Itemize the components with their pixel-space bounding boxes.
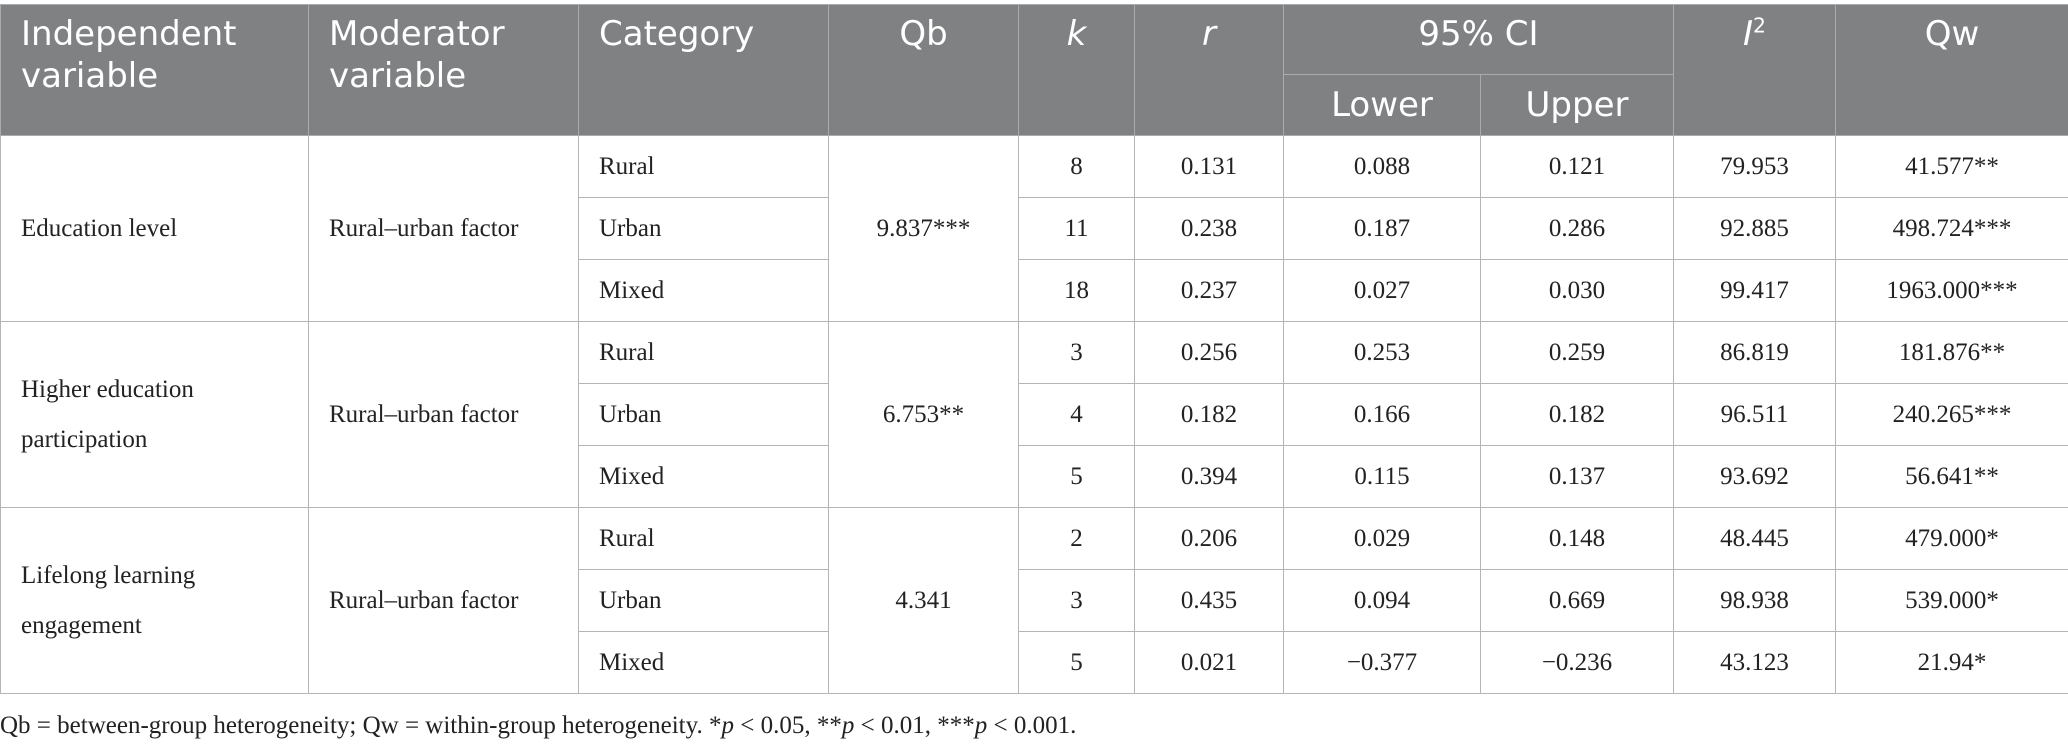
independent-variable-cell: Higher education participation (0, 321, 309, 508)
r-cell: 0.206 (1134, 507, 1284, 570)
qb-cell: 6.753** (828, 321, 1019, 508)
ci-upper-cell: 0.286 (1480, 197, 1674, 260)
ci-lower-cell: 0.027 (1283, 259, 1481, 322)
table-row: Urban 4 0.182 0.166 0.182 96.511 240.265… (1, 383, 2068, 446)
table-row: Education level Rural–urban factor Rural… (0, 135, 2068, 322)
k-cell: 3 (1018, 321, 1135, 384)
table-body: Education level Rural–urban factor Rural… (0, 135, 2068, 694)
k-cell: 3 (1018, 569, 1135, 632)
r-cell: 0.021 (1134, 631, 1284, 694)
r-cell: 0.237 (1134, 259, 1284, 322)
ci-upper-cell: 0.030 (1480, 259, 1674, 322)
i2-cell: 92.885 (1673, 197, 1836, 260)
ci-lower-cell: −0.377 (1283, 631, 1481, 694)
k-cell: 5 (1018, 445, 1135, 508)
i2-cell: 79.953 (1673, 135, 1836, 198)
k-cell: 5 (1018, 631, 1135, 694)
category-cell: Mixed (578, 631, 829, 694)
table-header: Independent variable Moderator variable … (0, 4, 2068, 136)
header-r: r (1134, 4, 1284, 136)
r-cell: 0.182 (1134, 383, 1284, 446)
moderator-variable-cell: Rural–urban factor (308, 321, 579, 508)
ci-lower-cell: 0.088 (1283, 135, 1481, 198)
ci-upper-cell: 0.259 (1480, 321, 1674, 384)
ci-lower-cell: 0.094 (1283, 569, 1481, 632)
category-cell: Urban (578, 569, 829, 632)
i2-cell: 99.417 (1673, 259, 1836, 322)
qw-cell: 41.577** (1835, 135, 2068, 198)
category-cell: Rural (578, 507, 829, 570)
ci-lower-cell: 0.187 (1283, 197, 1481, 260)
table-row: Mixed 5 0.021 −0.377 −0.236 43.123 21.94… (1, 631, 2068, 694)
qw-cell: 1963.000*** (1835, 259, 2068, 322)
qw-cell: 56.641** (1835, 445, 2068, 508)
qw-cell: 479.000* (1835, 507, 2068, 570)
ci-upper-cell: 0.148 (1480, 507, 1674, 570)
table-row: Higher education participation Rural–urb… (0, 321, 2068, 508)
ci-lower-cell: 0.115 (1283, 445, 1481, 508)
k-cell: 11 (1018, 197, 1135, 260)
r-cell: 0.131 (1134, 135, 1284, 198)
qw-cell: 181.876** (1835, 321, 2068, 384)
r-cell: 0.394 (1134, 445, 1284, 508)
i2-cell: 43.123 (1673, 631, 1836, 694)
header-ci: 95% CI (1283, 4, 1674, 75)
moderator-analysis-table: Independent variable Moderator variable … (0, 4, 2068, 694)
table-row: Mixed 18 0.237 0.027 0.030 99.417 1963.0… (1, 259, 2068, 322)
ci-upper-cell: 0.669 (1480, 569, 1674, 632)
category-cell: Mixed (578, 259, 829, 322)
i2-cell: 93.692 (1673, 445, 1836, 508)
table-footnote: Qb = between-group heterogeneity; Qw = w… (0, 712, 1077, 739)
header-k: k (1018, 4, 1135, 136)
qb-cell: 9.837*** (828, 135, 1019, 322)
header-i2: I2 (1673, 4, 1836, 136)
ci-lower-cell: 0.029 (1283, 507, 1481, 570)
table-row: Mixed 5 0.394 0.115 0.137 93.692 56.641*… (1, 445, 2068, 508)
qw-cell: 21.94* (1835, 631, 2068, 694)
independent-variable-cell: Education level (0, 135, 309, 322)
header-qw: Qw (1835, 4, 2068, 136)
category-cell: Rural (578, 321, 829, 384)
header-ci-lower: Lower (1283, 74, 1481, 136)
k-cell: 4 (1018, 383, 1135, 446)
moderator-variable-cell: Rural–urban factor (308, 135, 579, 322)
category-cell: Rural (578, 135, 829, 198)
header-moderator-variable: Moderator variable (308, 4, 579, 136)
ci-upper-cell: 0.121 (1480, 135, 1674, 198)
ci-lower-cell: 0.253 (1283, 321, 1481, 384)
independent-variable-cell: Lifelong learning engagement (0, 507, 309, 694)
moderator-variable-cell: Rural–urban factor (308, 507, 579, 694)
ci-upper-cell: −0.236 (1480, 631, 1674, 694)
category-cell: Urban (578, 383, 829, 446)
r-cell: 0.435 (1134, 569, 1284, 632)
k-cell: 18 (1018, 259, 1135, 322)
r-cell: 0.238 (1134, 197, 1284, 260)
category-cell: Urban (578, 197, 829, 260)
table-row: Urban 3 0.435 0.094 0.669 98.938 539.000… (1, 569, 2068, 632)
header-independent-variable: Independent variable (0, 4, 309, 136)
ci-upper-cell: 0.182 (1480, 383, 1674, 446)
ci-lower-cell: 0.166 (1283, 383, 1481, 446)
header-qb: Qb (828, 4, 1019, 136)
r-cell: 0.256 (1134, 321, 1284, 384)
header-ci-upper: Upper (1480, 74, 1674, 136)
qw-cell: 240.265*** (1835, 383, 2068, 446)
ci-upper-cell: 0.137 (1480, 445, 1674, 508)
i2-cell: 96.511 (1673, 383, 1836, 446)
qw-cell: 498.724*** (1835, 197, 2068, 260)
i2-cell: 86.819 (1673, 321, 1836, 384)
i2-cell: 48.445 (1673, 507, 1836, 570)
k-cell: 8 (1018, 135, 1135, 198)
qb-cell: 4.341 (828, 507, 1019, 694)
qw-cell: 539.000* (1835, 569, 2068, 632)
i2-cell: 98.938 (1673, 569, 1836, 632)
k-cell: 2 (1018, 507, 1135, 570)
category-cell: Mixed (578, 445, 829, 508)
table-row: Lifelong learning engagement Rural–urban… (0, 507, 2068, 694)
header-category: Category (578, 4, 829, 136)
